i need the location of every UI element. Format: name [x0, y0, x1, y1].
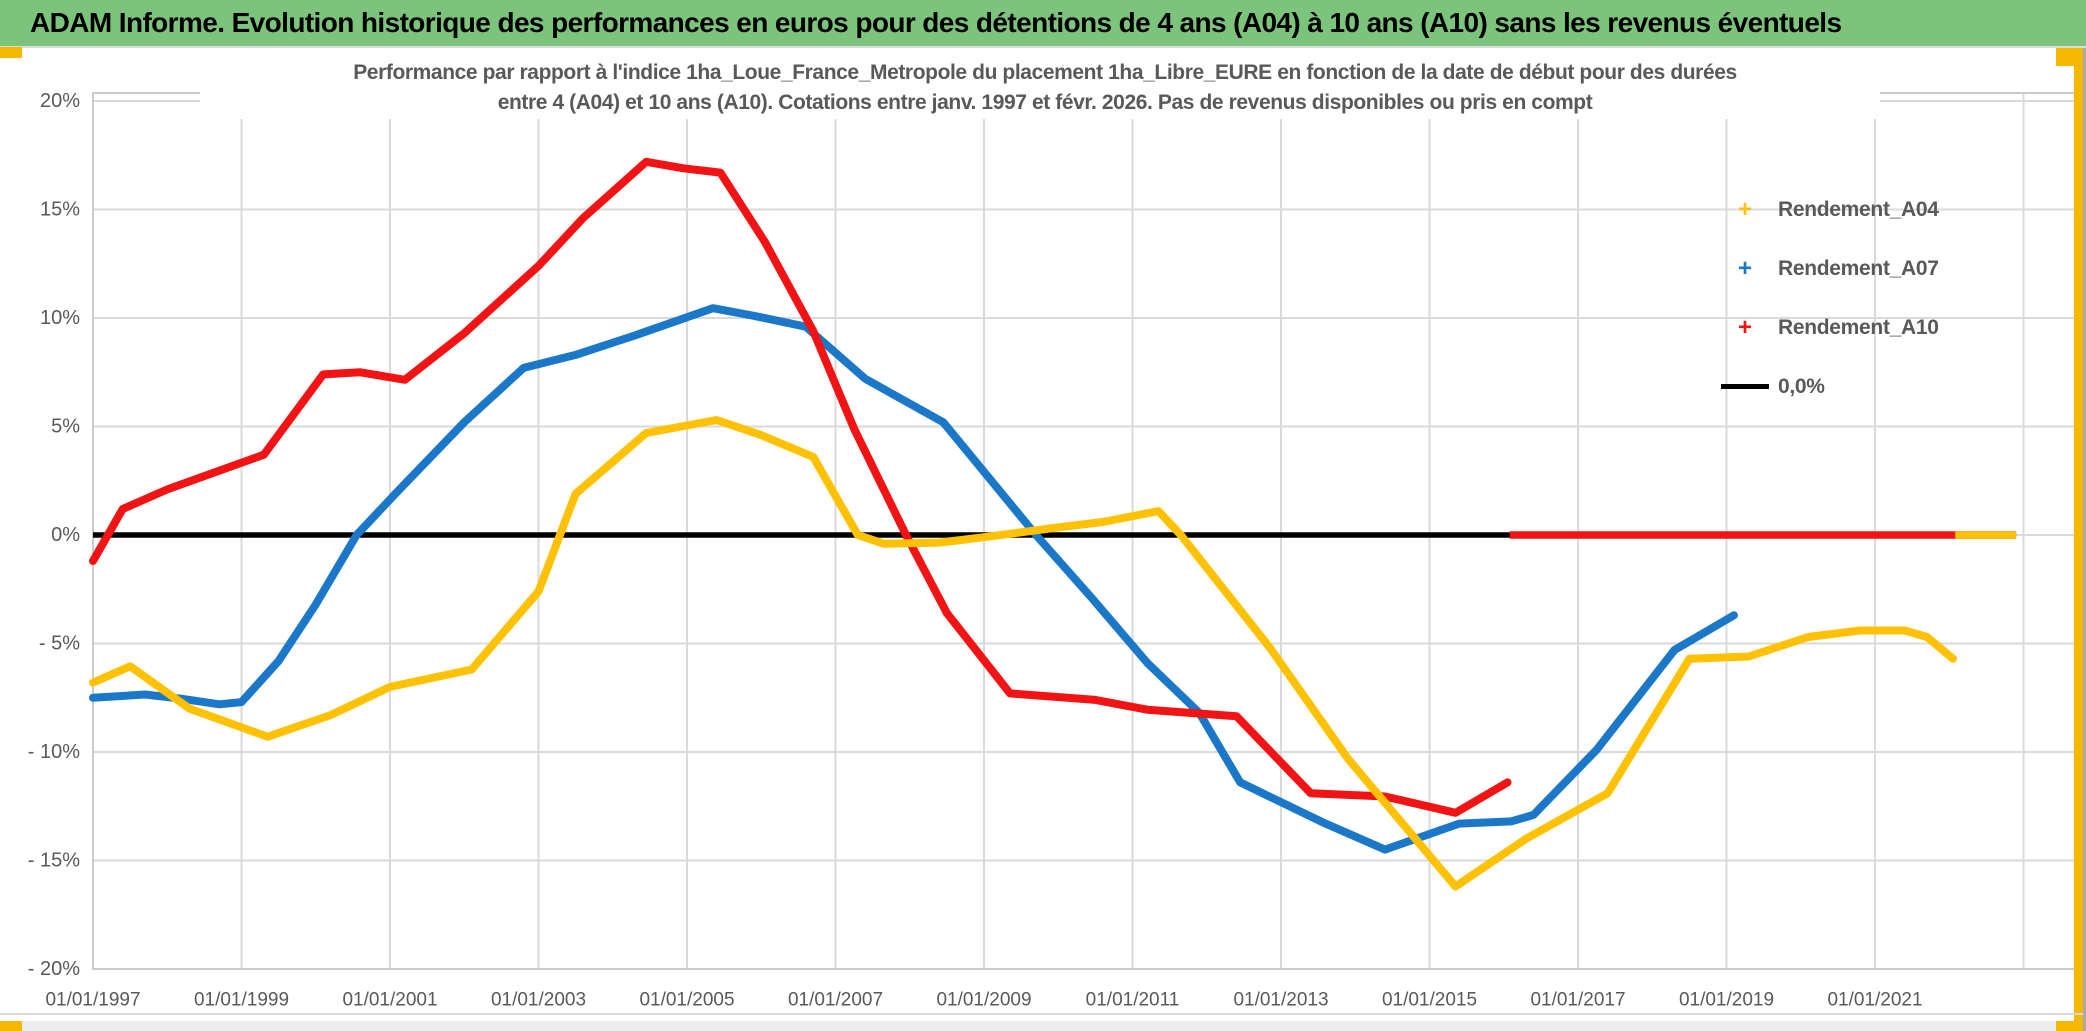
x-tick-label: 01/01/2007 — [788, 990, 883, 1011]
x-tick-label: 01/01/1997 — [45, 990, 140, 1011]
page-accent-bottom-right — [2056, 1021, 2086, 1031]
legend-label: Rendement_A04 — [1778, 197, 1939, 221]
y-tick-label: - 15% — [28, 850, 80, 872]
page-accent-bottom-left — [0, 1021, 22, 1031]
chart-legend: + Rendement_A04 + Rendement_A07 + Rendem… — [1716, 180, 1986, 416]
x-tick-label: 01/01/2017 — [1530, 990, 1625, 1011]
y-tick-label: 15% — [40, 199, 80, 221]
y-tick-label: 0% — [51, 524, 80, 546]
y-tick-label: - 20% — [28, 958, 80, 980]
legend-label: Rendement_A10 — [1778, 315, 1939, 339]
chart-title-line2: entre 4 (A04) et 10 ans (A10). Cotations… — [497, 91, 1593, 114]
x-tick-label: 01/01/2013 — [1233, 990, 1328, 1011]
y-tick-label: 5% — [51, 416, 80, 438]
y-tick-label: 20% — [40, 90, 80, 112]
chart-title-background — [200, 55, 1880, 119]
page-accent-right-border — [2074, 48, 2083, 1031]
page-edge-shadow — [2083, 48, 2086, 1031]
chart-title-line1: Performance par rapport à l'indice 1ha_L… — [353, 61, 1737, 84]
x-tick-label: 01/01/2003 — [491, 990, 586, 1011]
legend-item-zero-line: 0,0% — [1716, 357, 1986, 416]
x-tick-label: 01/01/2021 — [1827, 990, 1922, 1011]
x-tick-label: 01/01/2019 — [1679, 990, 1774, 1011]
window-title-bar: ADAM Informe. Evolution historique des p… — [0, 0, 2086, 46]
plus-marker-icon: + — [1737, 254, 1752, 282]
bottom-divider — [0, 1013, 2086, 1015]
plus-marker-icon: + — [1737, 195, 1752, 223]
plus-marker-icon: + — [1737, 313, 1752, 341]
x-tick-label: 01/01/1999 — [194, 990, 289, 1011]
x-tick-label: 01/01/2011 — [1086, 990, 1180, 1011]
y-tick-label: - 5% — [39, 633, 80, 655]
x-tick-label: 01/01/2001 — [342, 990, 437, 1011]
series-rendement_a07 — [89, 304, 1738, 854]
zero-line-sample-icon — [1721, 384, 1769, 389]
page-accent-top-left — [0, 47, 22, 58]
legend-item-rendement-a04: + Rendement_A04 — [1716, 180, 1986, 239]
chart-title: Performance par rapport à l'indice 1ha_L… — [40, 58, 2050, 118]
page-title: ADAM Informe. Evolution historique des p… — [30, 7, 1842, 38]
legend-label: 0,0% — [1778, 374, 1825, 398]
y-tick-label: 10% — [40, 307, 80, 329]
header-divider — [0, 46, 2086, 48]
series-rendement_a10 — [89, 157, 1512, 817]
legend-item-rendement-a10: + Rendement_A10 — [1716, 298, 1986, 357]
legend-label: Rendement_A07 — [1778, 256, 1939, 280]
x-tick-label: 01/01/2015 — [1382, 990, 1477, 1011]
x-tick-label: 01/01/2005 — [639, 990, 734, 1011]
y-tick-label: - 10% — [28, 741, 80, 763]
legend-item-rendement-a07: + Rendement_A07 — [1716, 239, 1986, 298]
series-rendement_a04 — [89, 416, 1957, 891]
bottom-scrollbar-strip — [0, 1021, 2086, 1031]
x-tick-label: 01/01/2009 — [936, 990, 1031, 1011]
